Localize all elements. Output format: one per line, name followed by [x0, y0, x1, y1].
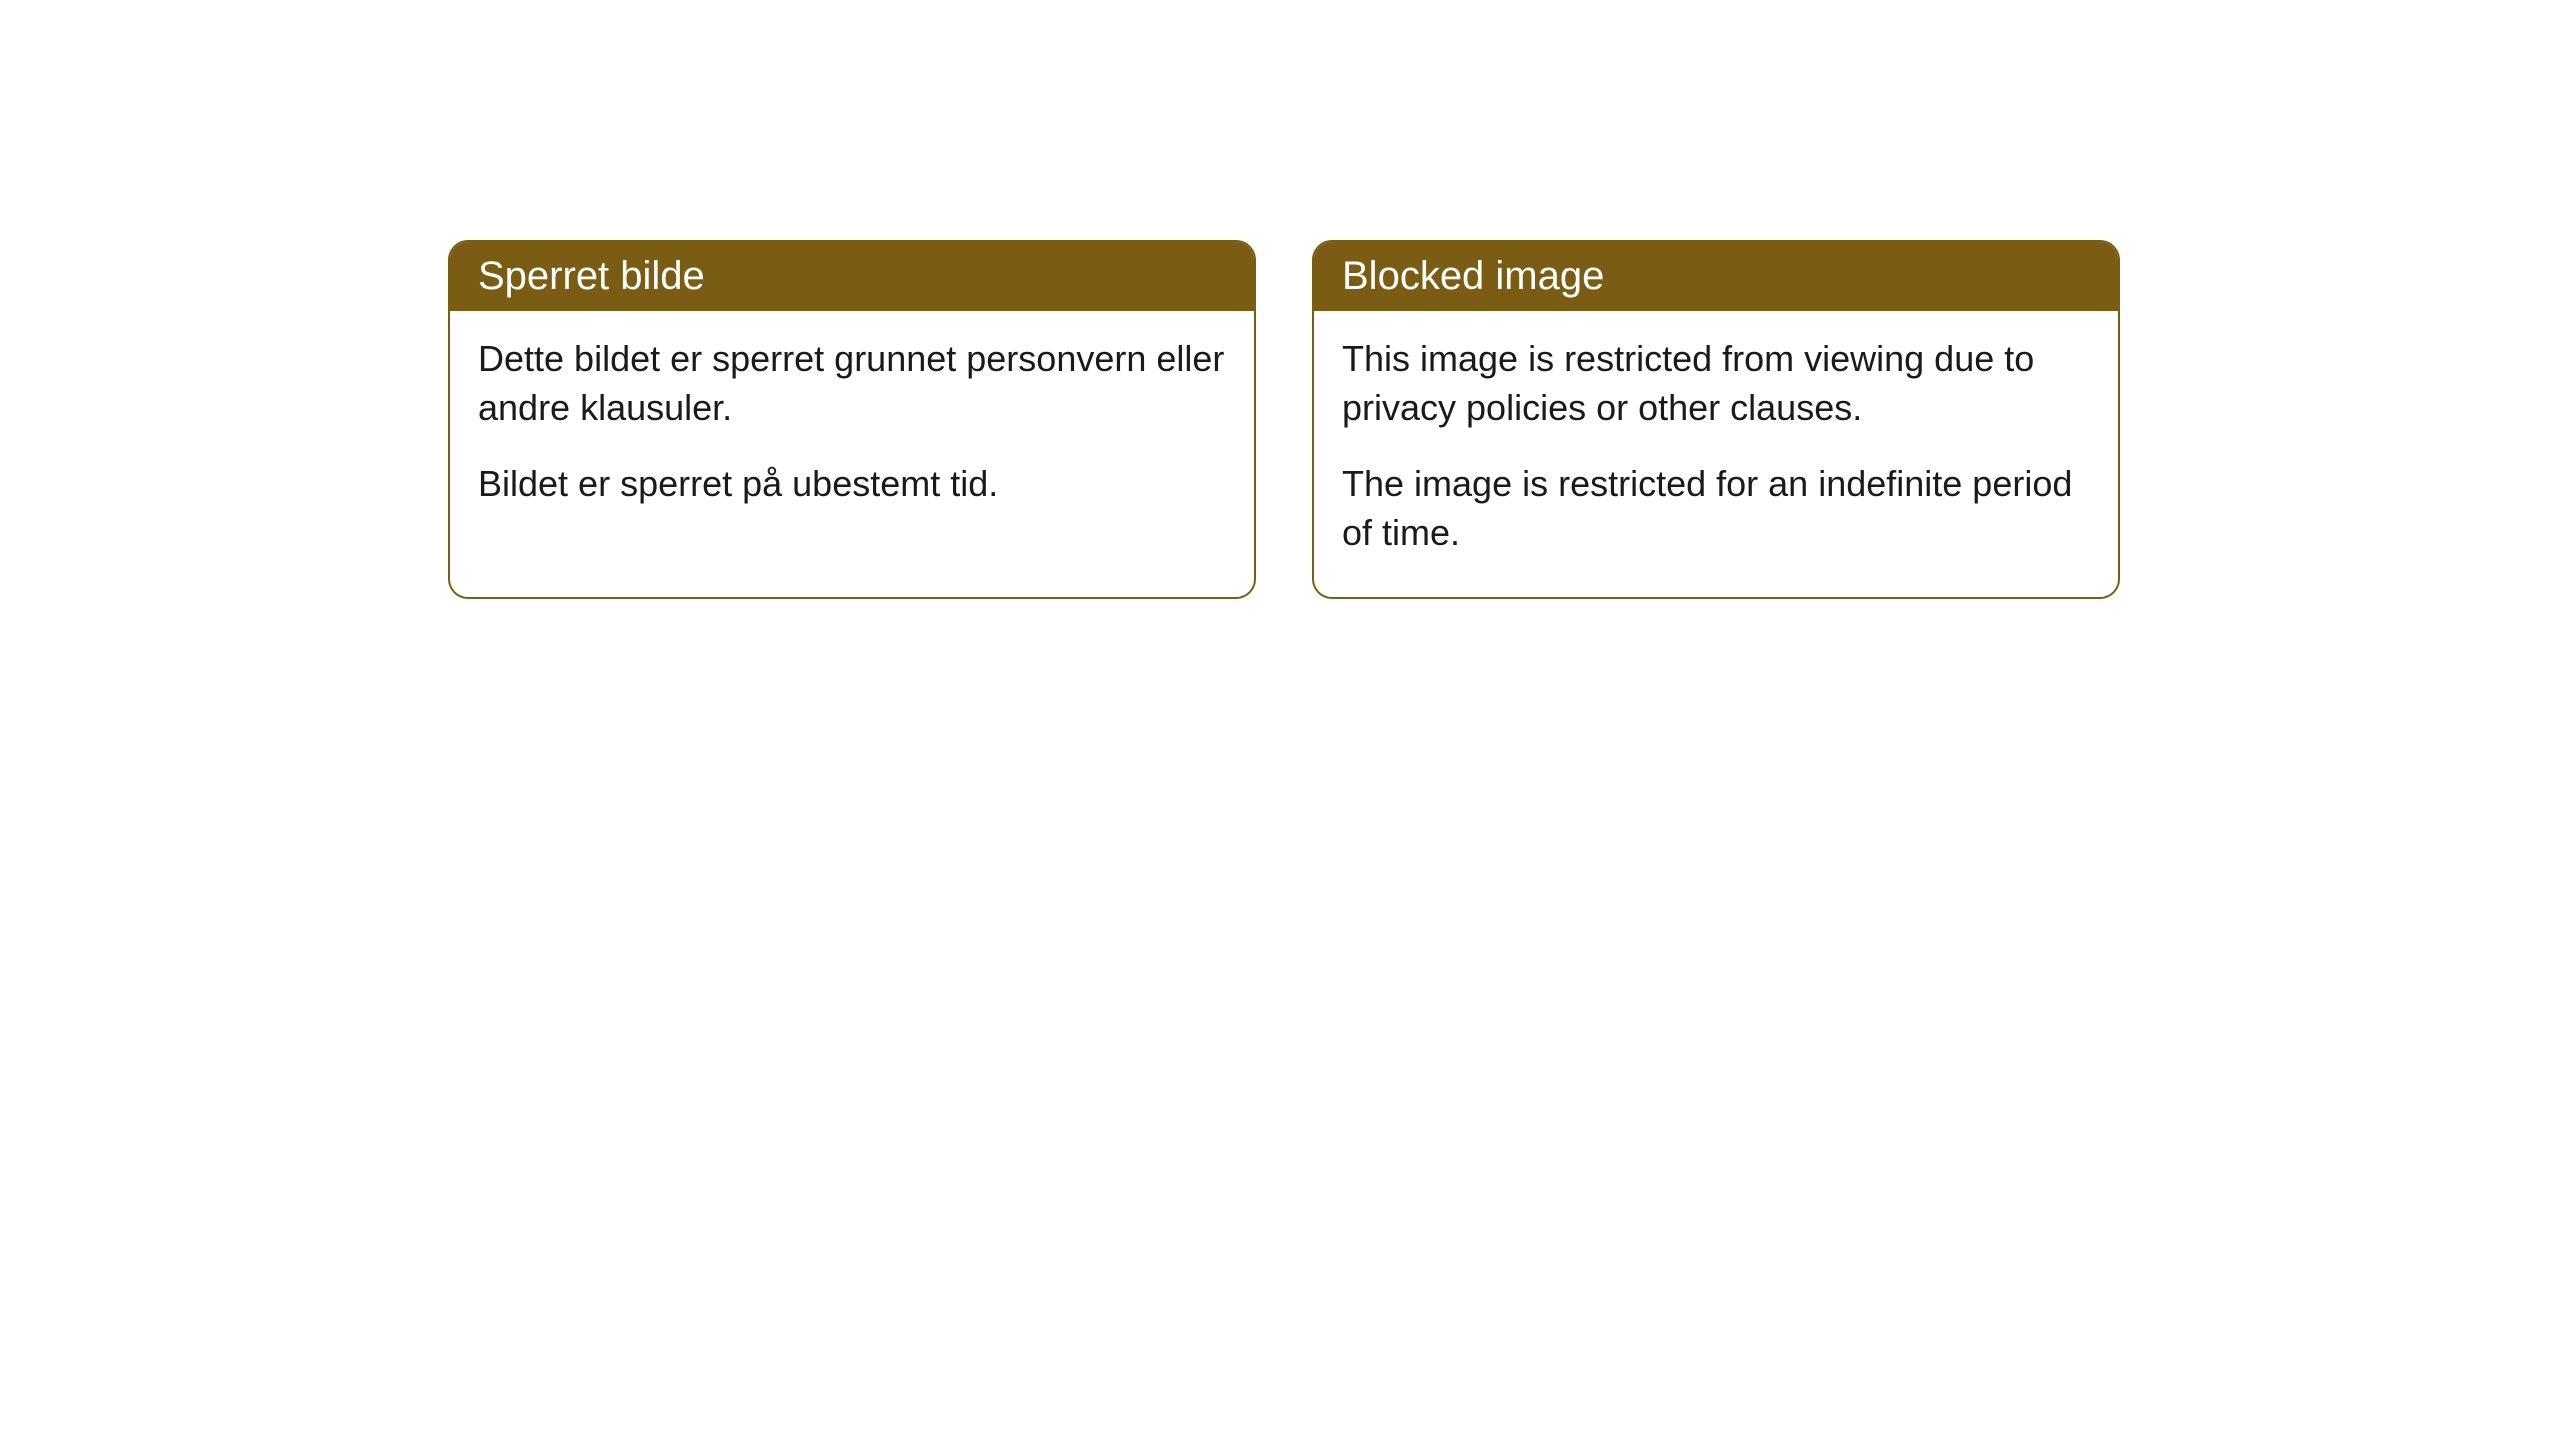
card-header-no: Sperret bilde — [450, 242, 1254, 311]
card-text-no-2: Bildet er sperret på ubestemt tid. — [478, 460, 1226, 509]
notice-cards-container: Sperret bilde Dette bildet er sperret gr… — [0, 0, 2560, 599]
blocked-image-card-no: Sperret bilde Dette bildet er sperret gr… — [448, 240, 1256, 599]
card-body-no: Dette bildet er sperret grunnet personve… — [450, 311, 1254, 549]
card-text-en-1: This image is restricted from viewing du… — [1342, 335, 2090, 432]
card-body-en: This image is restricted from viewing du… — [1314, 311, 2118, 597]
card-text-no-1: Dette bildet er sperret grunnet personve… — [478, 335, 1226, 432]
card-header-en: Blocked image — [1314, 242, 2118, 311]
card-text-en-2: The image is restricted for an indefinit… — [1342, 460, 2090, 557]
blocked-image-card-en: Blocked image This image is restricted f… — [1312, 240, 2120, 599]
